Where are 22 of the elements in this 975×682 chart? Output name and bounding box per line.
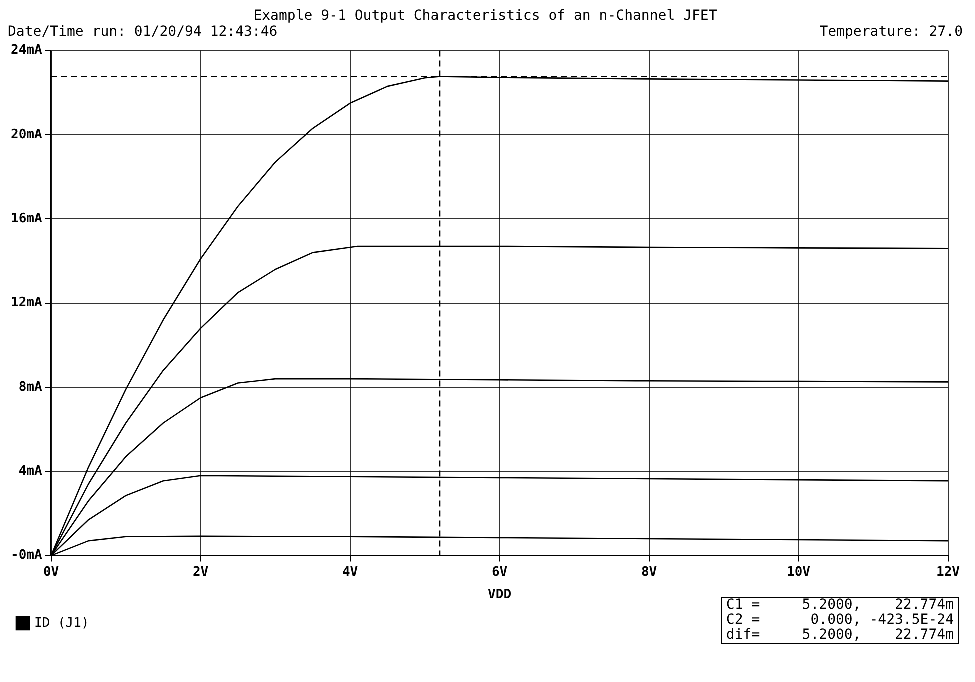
y-tick-label: 20mA (10, 127, 42, 142)
text: Temperature: 27.0 (820, 24, 963, 40)
text: C1 = 5.2000, 22.774m (726, 597, 954, 613)
text: C2 = 0.000, -423.5E-24 (726, 612, 954, 628)
x-tick-label: 0V (43, 564, 60, 580)
y-tick-label: 4mA (18, 464, 42, 480)
x-tick-label: 8V (641, 564, 658, 580)
x-tick-label: 4V (342, 564, 358, 580)
text: Date/Time run: 01/20/94 12:43:46 (8, 24, 278, 40)
legend-label: ID (J1) (34, 616, 90, 631)
y-tick-label: 24mA (10, 43, 42, 58)
y-tick-label: 12mA (10, 296, 42, 311)
chart-title: Example 9-1 Output Characteristics of an n-Channel JFET (252, 8, 718, 24)
x-tick-label: 6V (492, 564, 508, 580)
x-tick-label: 2V (192, 564, 209, 580)
x-tick-label: 10V (787, 564, 811, 580)
y-tick-label: 16mA (10, 212, 42, 227)
x-axis-title: VDD (488, 588, 512, 603)
y-tick-label: 8mA (18, 380, 42, 395)
x-tick-label: 12V (936, 564, 960, 580)
y-tick-label: -0mA (10, 548, 42, 564)
text: dif= 5.2000, 22.774m (726, 627, 954, 643)
